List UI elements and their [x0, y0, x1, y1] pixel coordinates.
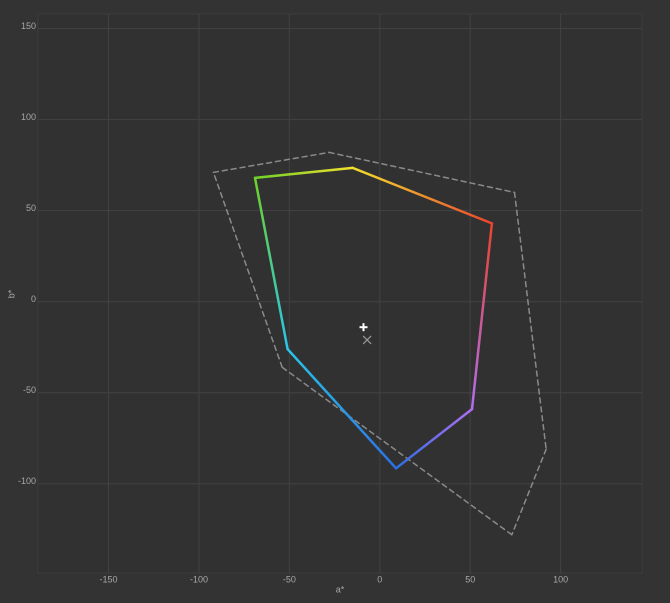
gamut-segment [281, 366, 513, 536]
gamut-segment [212, 151, 330, 174]
gamut-segment [328, 151, 516, 194]
gamut-segment [511, 448, 547, 536]
y-tick-label: 50 [26, 203, 36, 213]
gamut-segment [253, 166, 354, 180]
x-tick-label: 0 [377, 574, 382, 584]
marker-stroke [362, 335, 372, 345]
y-tick-label: 150 [21, 21, 36, 31]
x-tick-label: -100 [190, 574, 208, 584]
marker [359, 323, 368, 332]
plot-area [37, 13, 643, 574]
gamut-segment [470, 222, 494, 411]
x-tick-label: 100 [553, 574, 568, 584]
gamut-segment [351, 166, 494, 225]
y-tick-label: -50 [23, 385, 36, 395]
gamut-segment [286, 347, 398, 470]
y-tick-label: 100 [21, 112, 36, 122]
y-axis-label: b* [6, 289, 16, 298]
gamut-segment [394, 407, 474, 470]
marker [362, 335, 372, 345]
x-tick-label: -150 [100, 574, 118, 584]
x-tick-label: -50 [283, 574, 296, 584]
gamut-segment [212, 171, 283, 368]
x-axis-label: a* [336, 584, 345, 594]
y-tick-label: 0 [31, 294, 36, 304]
x-tick-label: 50 [465, 574, 475, 584]
gamut-segment [513, 191, 547, 450]
y-tick-label: -100 [18, 476, 36, 486]
gamut-segment [253, 176, 289, 351]
